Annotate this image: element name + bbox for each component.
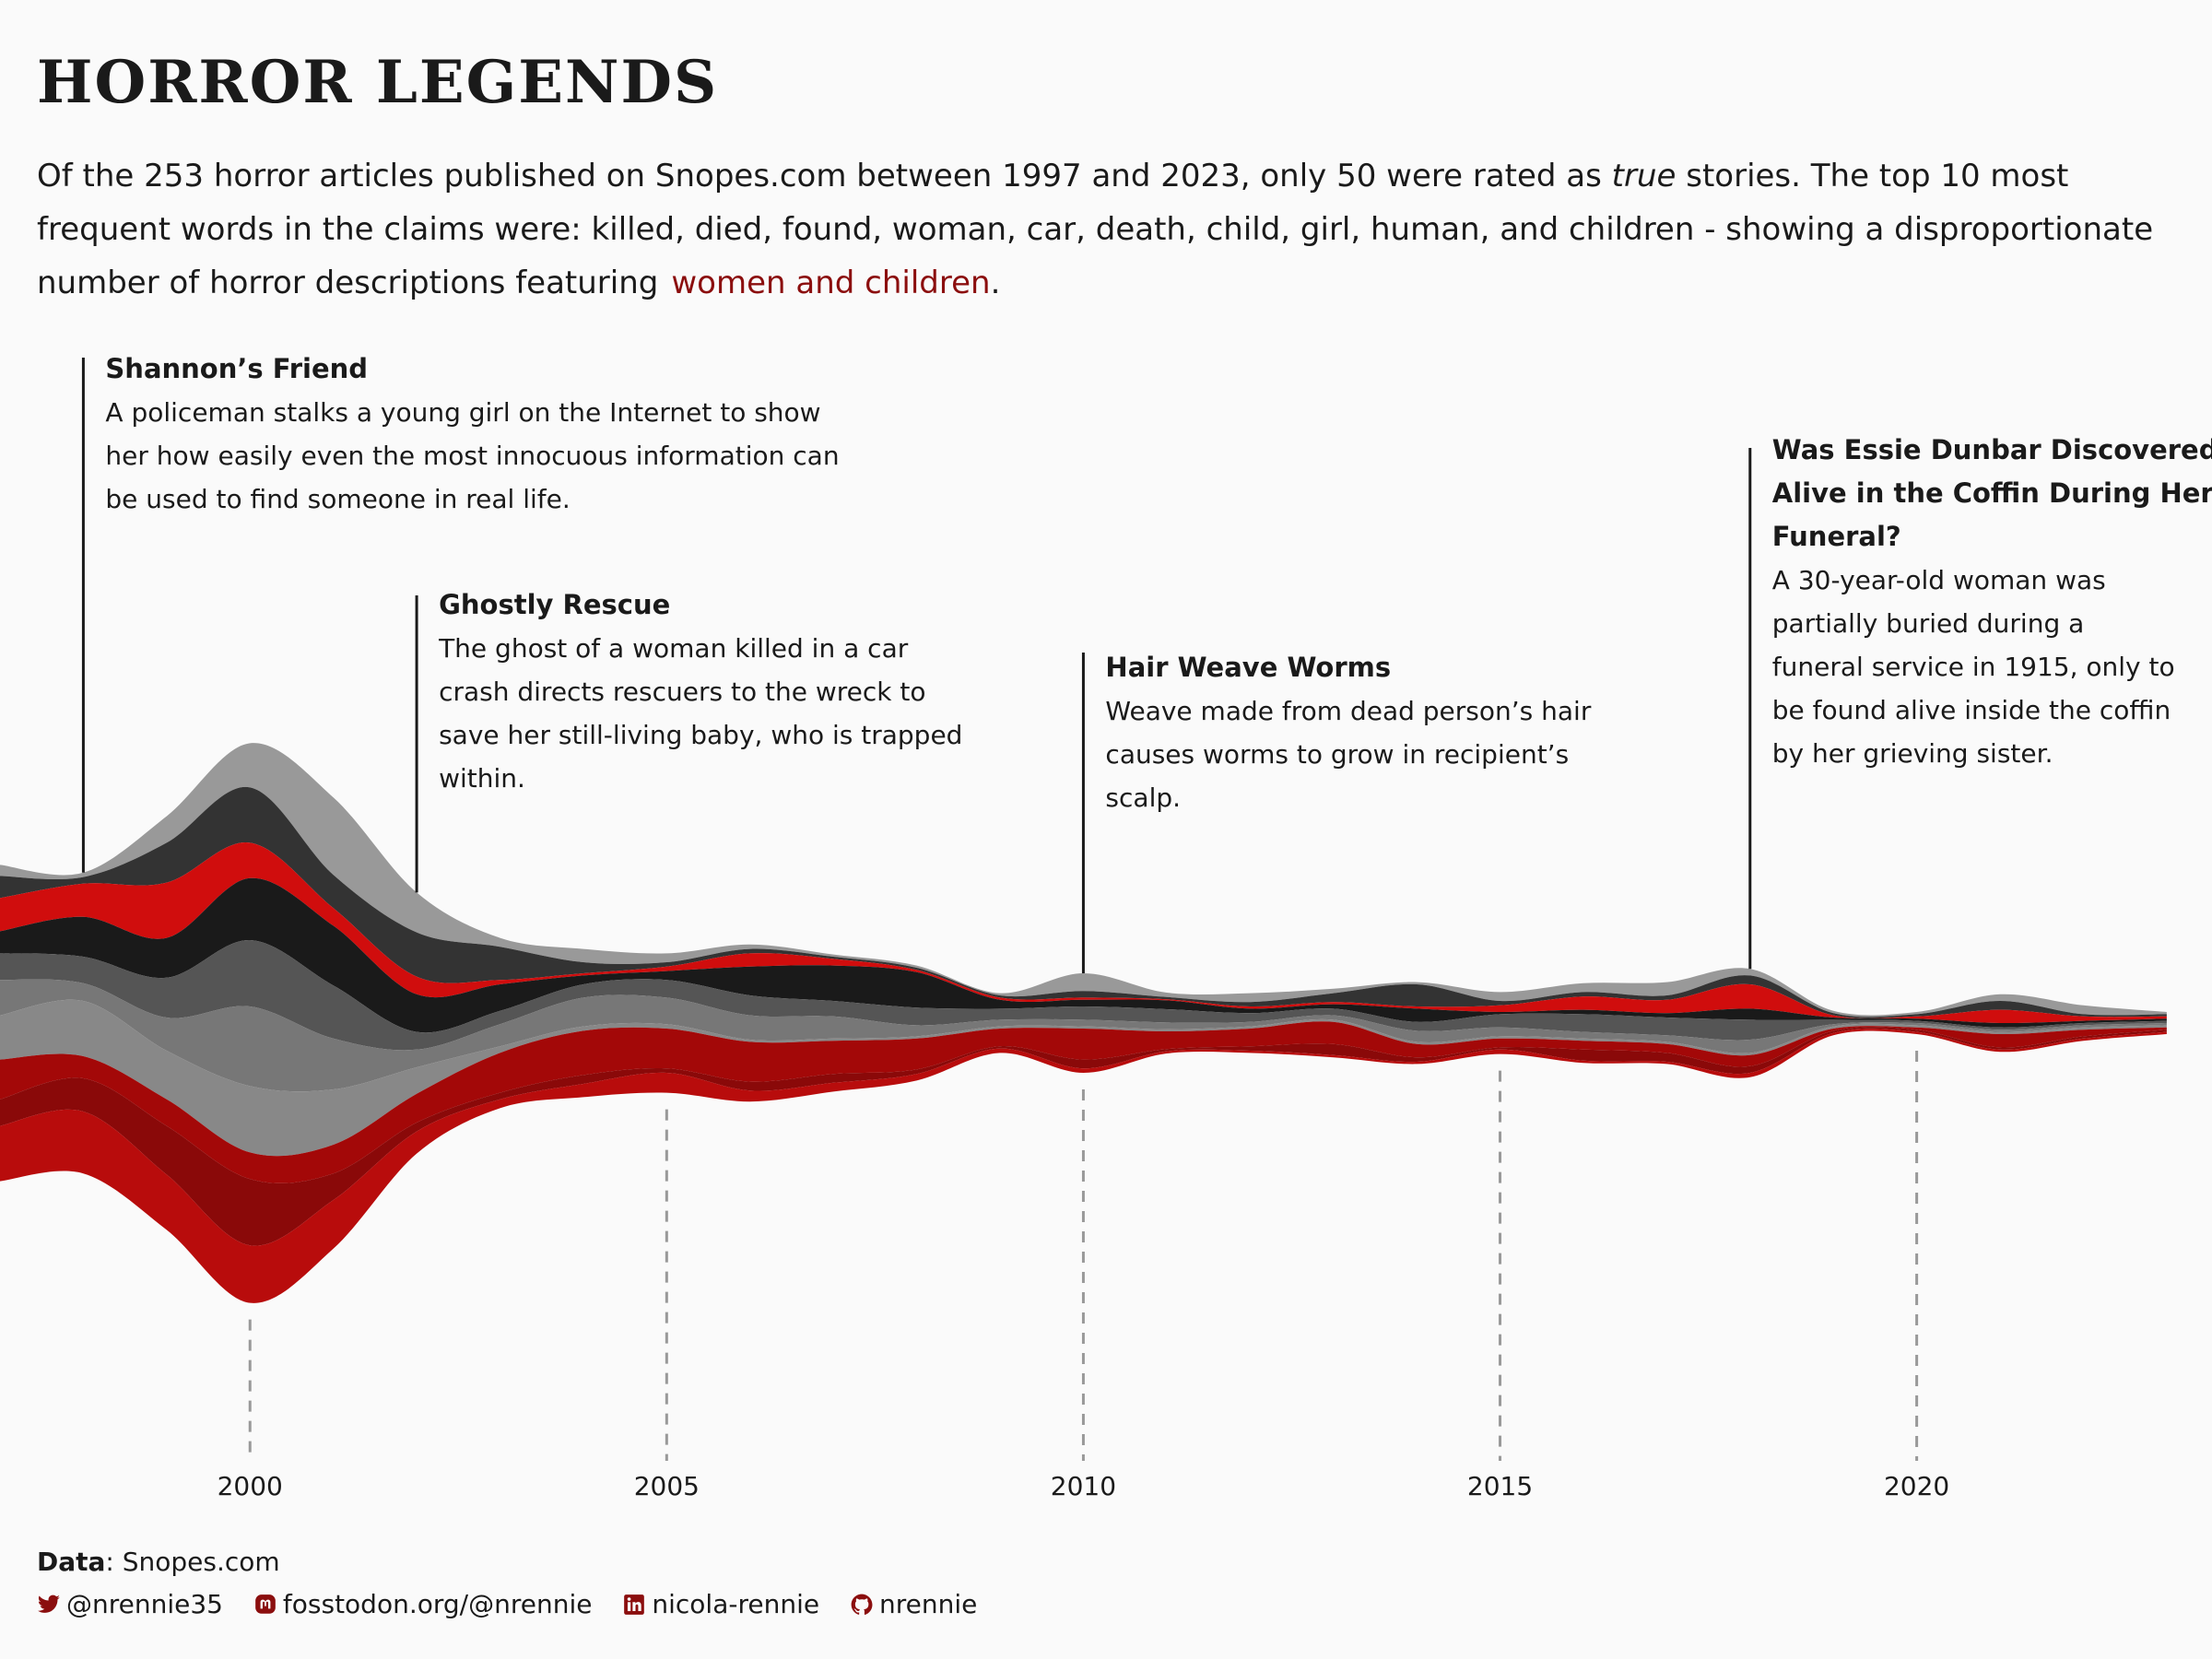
subtitle-end: . (990, 265, 1001, 301)
subtitle-part1: Of the 253 horror articles published on … (37, 158, 1612, 194)
tick-label-2010: 2010 (1051, 1471, 1116, 1501)
github-icon (851, 1594, 873, 1615)
annotation-text-3-2: funeral service in 1915, only to (1772, 652, 2175, 682)
annotation-title-3-1: Alive in the Coffin During Her (1772, 477, 2212, 509)
tick-label-2015: 2015 (1467, 1471, 1533, 1501)
linkedin-handle: nicola-rennie (652, 1589, 820, 1619)
subtitle: Of the 253 horror articles published on … (37, 149, 2184, 310)
stream-layer-red-deep (0, 1027, 2167, 1246)
tick-label-2005: 2005 (634, 1471, 700, 1501)
annotation-text-2-0: Weave made from dead person’s hair (1105, 696, 1591, 726)
annotation-title-1-0: Ghostly Rescue (439, 589, 670, 620)
stream-layer-grey-light-top (0, 743, 2167, 1018)
social-links: @nrennie35 fosstodon.org/@nrennie nicola… (37, 1583, 999, 1626)
stream-layer-grey-dark (0, 786, 2167, 1018)
annotation-text-3-3: be found alive inside the coffin (1772, 695, 2171, 725)
annotation-text-2-1: causes worms to grow in recipient’s (1105, 739, 1569, 770)
twitter-link[interactable]: @nrennie35 (37, 1589, 234, 1619)
data-source-value: : Snopes.com (105, 1547, 280, 1577)
annotation-text-1-0: The ghost of a woman killed in a car (438, 633, 909, 664)
annotation-text-2-2: scalp. (1105, 782, 1181, 813)
stream-layer-red-top (0, 842, 2167, 1024)
linkedin-link[interactable]: nicola-rennie (622, 1589, 830, 1619)
github-handle: nrennie (879, 1589, 978, 1619)
annotation-text-1-3: within. (439, 763, 525, 794)
annotation-text-1-2: save her still-living baby, who is trapp… (439, 720, 962, 750)
subtitle-emphasis: true (1611, 158, 1677, 194)
annotations: Shannon’s Friend A policeman stalks a you… (81, 353, 2212, 973)
tick-gridlines (248, 1051, 1919, 1461)
annotation-text-0-0: A policeman stalks a young girl on the I… (105, 397, 820, 428)
annotation-text-0-2: be used to find someone in real life. (105, 484, 570, 514)
stream-layer-red-bottom (0, 1029, 2167, 1303)
annotation-title-2-0: Hair Weave Worms (1105, 652, 1391, 683)
mastodon-link[interactable]: fosstodon.org/@nrennie (253, 1589, 604, 1619)
annotation-title-0-0: Shannon’s Friend (105, 353, 368, 384)
twitter-handle: @nrennie35 (66, 1589, 223, 1619)
mastodon-icon (255, 1594, 276, 1614)
x-axis-ticks: 2000 2005 2010 2015 2020 (218, 1471, 1950, 1501)
twitter-icon (38, 1594, 60, 1613)
stream-layer-grey-light-lower (0, 999, 2167, 1157)
tick-label-2000: 2000 (218, 1471, 283, 1501)
data-source: Data: Snopes.com (37, 1541, 999, 1583)
linkedin-icon (624, 1594, 645, 1615)
stream-layer-red-dark (0, 1021, 2167, 1183)
annotation-title-3-0: Was Essie Dunbar Discovered (1772, 434, 2212, 465)
stream-layers (0, 743, 2167, 1303)
page-title: HORROR LEGENDS (37, 48, 719, 117)
annotation-text-3-1: partially buried during a (1772, 608, 2084, 639)
annotation-text-3-4: by her grieving sister. (1772, 738, 2053, 769)
mastodon-handle: fosstodon.org/@nrennie (282, 1589, 593, 1619)
caption: Data: Snopes.com @nrennie35 fosstodon.or… (37, 1541, 999, 1626)
subtitle-part2: stories. The top 10 most frequent words … (37, 158, 2154, 301)
subtitle-highlight: women and children (671, 265, 991, 301)
annotation-text-0-1: her how easily even the most innocuous i… (105, 441, 839, 471)
annotation-text-1-1: crash directs rescuers to the wreck to (439, 677, 925, 707)
github-link[interactable]: nrennie (850, 1589, 988, 1619)
tick-label-2020: 2020 (1884, 1471, 1949, 1501)
annotation-title-3-2: Funeral? (1772, 521, 1901, 552)
stream-layer-grey-black (0, 877, 2167, 1033)
data-source-label: Data (37, 1547, 106, 1577)
annotation-text-3-0: A 30-year-old woman was (1772, 565, 2106, 595)
stream-layer-grey-mid-dark (0, 939, 2167, 1051)
